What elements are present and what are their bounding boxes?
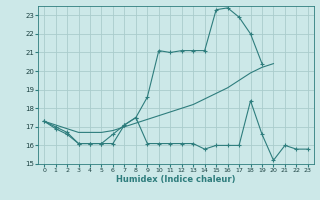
X-axis label: Humidex (Indice chaleur): Humidex (Indice chaleur) — [116, 175, 236, 184]
